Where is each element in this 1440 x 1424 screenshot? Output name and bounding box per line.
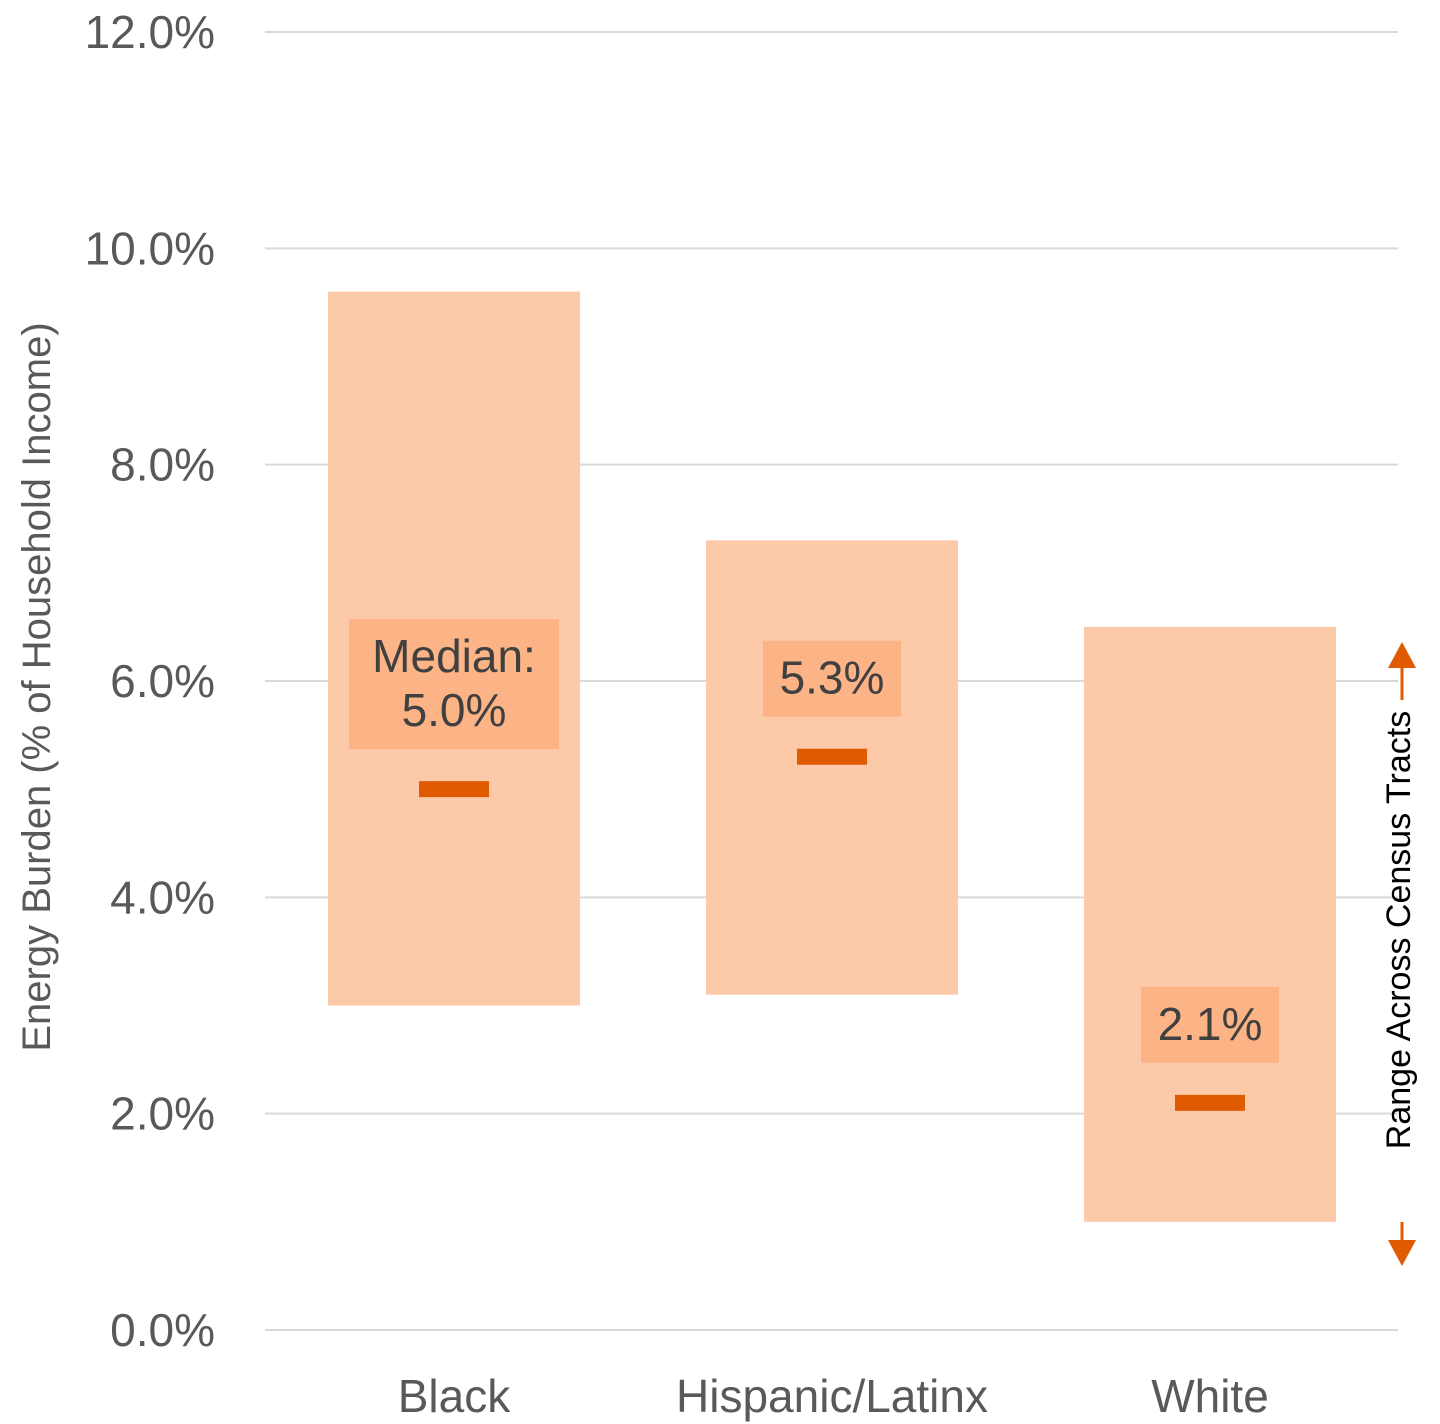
legend-arrow-down-icon xyxy=(1388,1240,1416,1266)
label-box xyxy=(349,619,559,750)
x-axis-labels: Black Hispanic/Latinx White xyxy=(398,1370,1269,1422)
y-tick-label: 8.0% xyxy=(110,439,215,491)
y-tick-label: 6.0% xyxy=(110,655,215,707)
median-label-text: 5.3% xyxy=(780,652,885,704)
legend-label: Range Across Census Tracts xyxy=(1380,711,1418,1149)
median-label-text: Median: xyxy=(372,630,536,682)
y-tick-label: 2.0% xyxy=(110,1088,215,1140)
median-data-label: Median:5.0% xyxy=(349,619,559,750)
x-category-label: Hispanic/Latinx xyxy=(676,1370,988,1422)
median-label-text: 5.0% xyxy=(402,684,507,736)
median-marker xyxy=(1175,1094,1245,1111)
legend-arrow-up-icon xyxy=(1388,642,1416,668)
legend: Range Across Census Tracts xyxy=(1380,642,1418,1266)
y-tick-label: 4.0% xyxy=(110,871,215,923)
range-bars: Median:5.0% 5.3% 2.1% xyxy=(328,291,1336,1222)
label-box xyxy=(1141,986,1279,1063)
x-category-label: Black xyxy=(398,1370,511,1422)
y-axis-title: Energy Burden (% of Household Income) xyxy=(15,322,59,1051)
y-tick-label: 12.0% xyxy=(85,6,215,58)
x-category-label: White xyxy=(1151,1370,1269,1422)
range-bar xyxy=(706,540,958,995)
y-tick-label: 10.0% xyxy=(85,222,215,274)
median-marker xyxy=(797,748,867,765)
median-label-text: 2.1% xyxy=(1158,998,1263,1050)
median-marker xyxy=(419,781,489,798)
y-tick-label: 0.0% xyxy=(110,1304,215,1356)
median-data-label: 5.3% xyxy=(763,640,901,717)
range-bar xyxy=(1084,626,1336,1222)
label-box xyxy=(763,640,901,717)
median-data-label: 2.1% xyxy=(1141,986,1279,1063)
y-axis-ticks: 0.0% 2.0% 4.0% 6.0% 8.0% 10.0% 12.0% xyxy=(85,6,215,1356)
